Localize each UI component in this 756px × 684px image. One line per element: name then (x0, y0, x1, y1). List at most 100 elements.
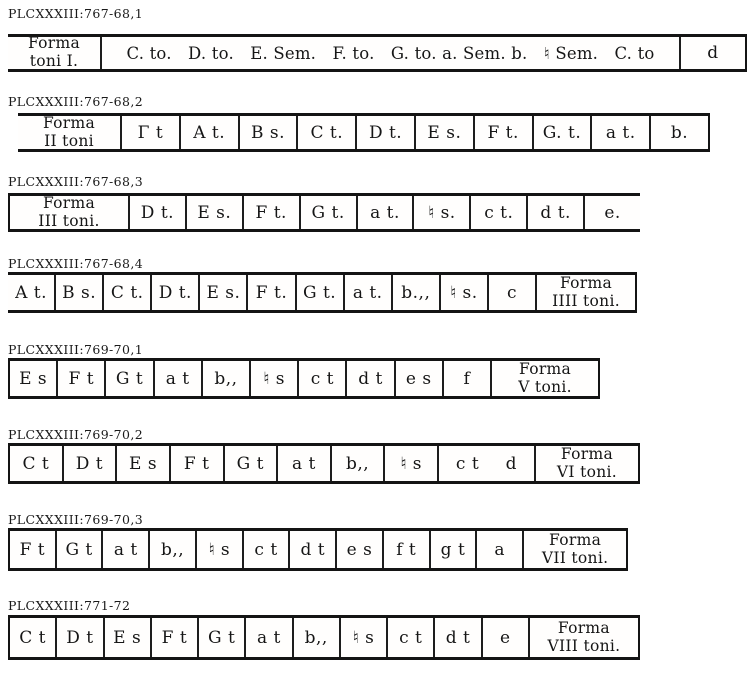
pitch-cell: Γ t (120, 116, 179, 149)
pitch-cell: ♮ s. (438, 275, 487, 310)
pitch-cell: ♮ s (338, 618, 386, 657)
pitch-cell: D t (61, 446, 116, 481)
forma-label-cell: Forma VIII toni. (527, 618, 638, 657)
pitch-cell: G t. (298, 196, 356, 229)
forma-label-cell: Forma toni I. (27, 34, 81, 70)
pitch-cell: F t. (241, 196, 299, 229)
forma-table: A t. B s. C t. D t. E s. F t. G t. a t. b.,, ♮ s.… (8, 272, 637, 313)
pitch-cell: E s (19, 368, 48, 389)
pitch-cell: a t (276, 446, 330, 481)
pitch-cell: G t (54, 531, 102, 568)
pitch-cell: D t. (150, 275, 198, 310)
pitch-cell: F t (168, 446, 223, 481)
pitch-cell: a t. (590, 116, 649, 149)
pitch-cell: b. (649, 116, 708, 149)
pitch-cell: C. to. D. to. E. Sem. F. to. G. to. a. S… (100, 37, 679, 69)
pitch-cell: b,, (200, 361, 249, 396)
pitch-cell: C t (22, 453, 50, 474)
forma-table: Forma toni I. C. to. D. to. E. Sem. F. to… (8, 34, 747, 72)
pitch-cell: f t (381, 531, 429, 568)
pitch-cell: G. t. (531, 116, 591, 149)
forma-label-cell: Forma VII toni. (522, 531, 626, 568)
pitch-cell: a t. (342, 275, 391, 310)
plate-section: PLCXXXIII:767-68,1 Forma toni I. C. to. D.… (8, 6, 748, 72)
pitch-cell: d t. (526, 196, 583, 229)
pitch-cell: ♮ s. (412, 196, 469, 229)
pitch-cell: c t (297, 361, 345, 396)
pitch-cell: F t (19, 539, 46, 560)
pitch-cell: F t (149, 618, 197, 657)
pitch-cell: A t. (15, 282, 47, 303)
pitch-cell: a t. (355, 196, 413, 229)
forma-label-cell: Forma IIII toni. (535, 274, 635, 310)
pitch-cell: a t (152, 361, 201, 396)
source-caption: PLCXXXIII:771-72 (8, 598, 131, 613)
pitch-cell: b,, (291, 618, 339, 657)
pitch-cell: b,, (329, 446, 384, 481)
source-caption: PLCXXXIII:769-70,1 (8, 342, 144, 357)
plate-section: PLCXXXIII:767-68,3 Forma III toni. D t. E s… (8, 174, 748, 232)
pitch-cell: F t (56, 361, 104, 396)
pitch-cell: c t d (437, 446, 534, 481)
forma-label-cell: Forma II toni (42, 113, 96, 150)
pitch-cell: b,, (148, 531, 195, 568)
source-caption: PLCXXXIII:769-70,3 (8, 512, 144, 527)
pitch-cell: e s (393, 361, 442, 396)
source-caption: PLCXXXIII:767-68,3 (8, 174, 144, 189)
source-caption: PLCXXXIII:767-68,2 (8, 94, 144, 109)
pitch-cell: ♮ s (194, 531, 242, 568)
pitch-cell: f (441, 361, 490, 396)
pitch-cell: C t. (102, 275, 150, 310)
forma-label-cell: Forma III toni. (38, 193, 100, 230)
pitch-cell: B s. (237, 116, 297, 149)
pitch-cell: C t. (296, 116, 355, 149)
forma-label-cell: Forma V toni. (490, 360, 598, 396)
source-caption: PLCXXXIII:769-70,2 (8, 427, 144, 442)
pitch-cell: e s (335, 531, 382, 568)
pitch-cell: c t (241, 531, 289, 568)
source-caption: PLCXXXIII:767-68,4 (8, 256, 144, 271)
pitch-cell: F t. (246, 275, 294, 310)
pitch-cell: e. (583, 196, 640, 229)
pitch-cell: c t. (469, 196, 526, 229)
pitch-cell: a (475, 531, 522, 568)
pitch-cell: E s (115, 446, 169, 481)
pitch-cell: g t (428, 531, 476, 568)
pitch-cell: A t. (178, 116, 238, 149)
pitch-cell: c (486, 275, 535, 310)
pitch-cell: d t (288, 531, 335, 568)
pitch-cell: C t (19, 627, 46, 648)
pitch-cell: a t (101, 531, 148, 568)
pitch-cell: G t (104, 361, 152, 396)
pitch-cell: B s. (54, 275, 102, 310)
pitch-cell: b.,, (390, 275, 439, 310)
pitch-cell: d (679, 37, 745, 69)
pitch-cell: D t (55, 618, 102, 657)
pitch-cell: G t (222, 446, 277, 481)
pitch-cell: G t (197, 618, 244, 657)
pitch-cell: E s. (198, 275, 246, 310)
pitch-cell: E s (102, 618, 150, 657)
pitch-cell: D t. (128, 196, 185, 229)
pitch-cell: d t (433, 618, 480, 657)
pitch-cell: D t. (355, 116, 414, 149)
pitch-cell: d t (345, 361, 393, 396)
pitch-cell: a t (244, 618, 291, 657)
forma-table: Forma III toni. D t. E s. F t. G t. a t. ♮ s. c… (8, 193, 640, 232)
pitch-cell: E s. (184, 196, 242, 229)
source-caption: PLCXXXIII:767-68,1 (8, 6, 144, 21)
pitch-cell: c t (386, 618, 433, 657)
pitch-cell: ♮ s (249, 361, 297, 396)
pitch-cell: F t. (472, 116, 532, 149)
pitch-cell: E s. (413, 116, 473, 149)
